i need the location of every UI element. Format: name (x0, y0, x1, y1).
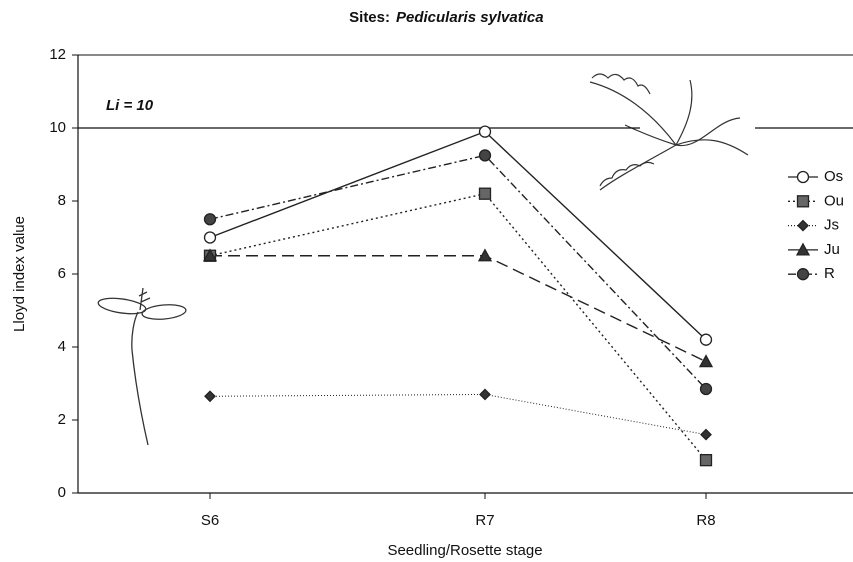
series-line (209, 154, 707, 390)
point (204, 390, 216, 403)
point (699, 382, 713, 396)
series-line (210, 255, 707, 363)
reference-label: Li = 10 (106, 97, 154, 114)
point (477, 248, 493, 262)
series-line (209, 130, 707, 341)
chart-title-species: Pedicularis sylvatica (396, 9, 544, 26)
legend-marker (796, 170, 810, 184)
seedling-illustration (97, 287, 187, 446)
x-axis-label: Seedling/Rosette stage (387, 542, 542, 559)
point (699, 453, 713, 467)
point (699, 333, 713, 346)
point (478, 149, 492, 162)
point (203, 213, 217, 226)
point (478, 187, 492, 200)
legend-label: Ou (824, 192, 844, 209)
x-tick-label: R8 (696, 512, 715, 529)
legend-label: R (824, 265, 835, 282)
y-tick-label: 4 (58, 338, 66, 355)
legend-marker (795, 242, 811, 256)
point (203, 231, 217, 244)
y-axis-label: Lloyd index value (11, 216, 28, 332)
point (479, 388, 491, 401)
point (202, 248, 218, 262)
y-tick-label: 10 (49, 119, 66, 136)
x-tick-label: S6 (201, 512, 219, 529)
y-tick-label: 8 (58, 192, 66, 209)
y-tick-label: 0 (58, 484, 66, 501)
y-tick-label: 6 (58, 265, 66, 282)
legend-label: Js (824, 217, 839, 234)
y-tick-label: 12 (49, 46, 66, 63)
legend-marker (797, 219, 809, 232)
rosette-illustration (589, 73, 749, 191)
x-tick-label: R7 (475, 512, 494, 529)
point (700, 428, 712, 441)
y-tick-label: 2 (58, 411, 66, 428)
legend-label: Ju (824, 241, 840, 258)
legend-label: Os (824, 168, 843, 185)
series-line (209, 393, 707, 436)
point (698, 354, 714, 368)
legend-marker (796, 195, 810, 208)
point (478, 125, 492, 138)
legend-marker (796, 268, 810, 281)
series-line (209, 192, 707, 461)
chart-title: Sites: (349, 9, 390, 26)
